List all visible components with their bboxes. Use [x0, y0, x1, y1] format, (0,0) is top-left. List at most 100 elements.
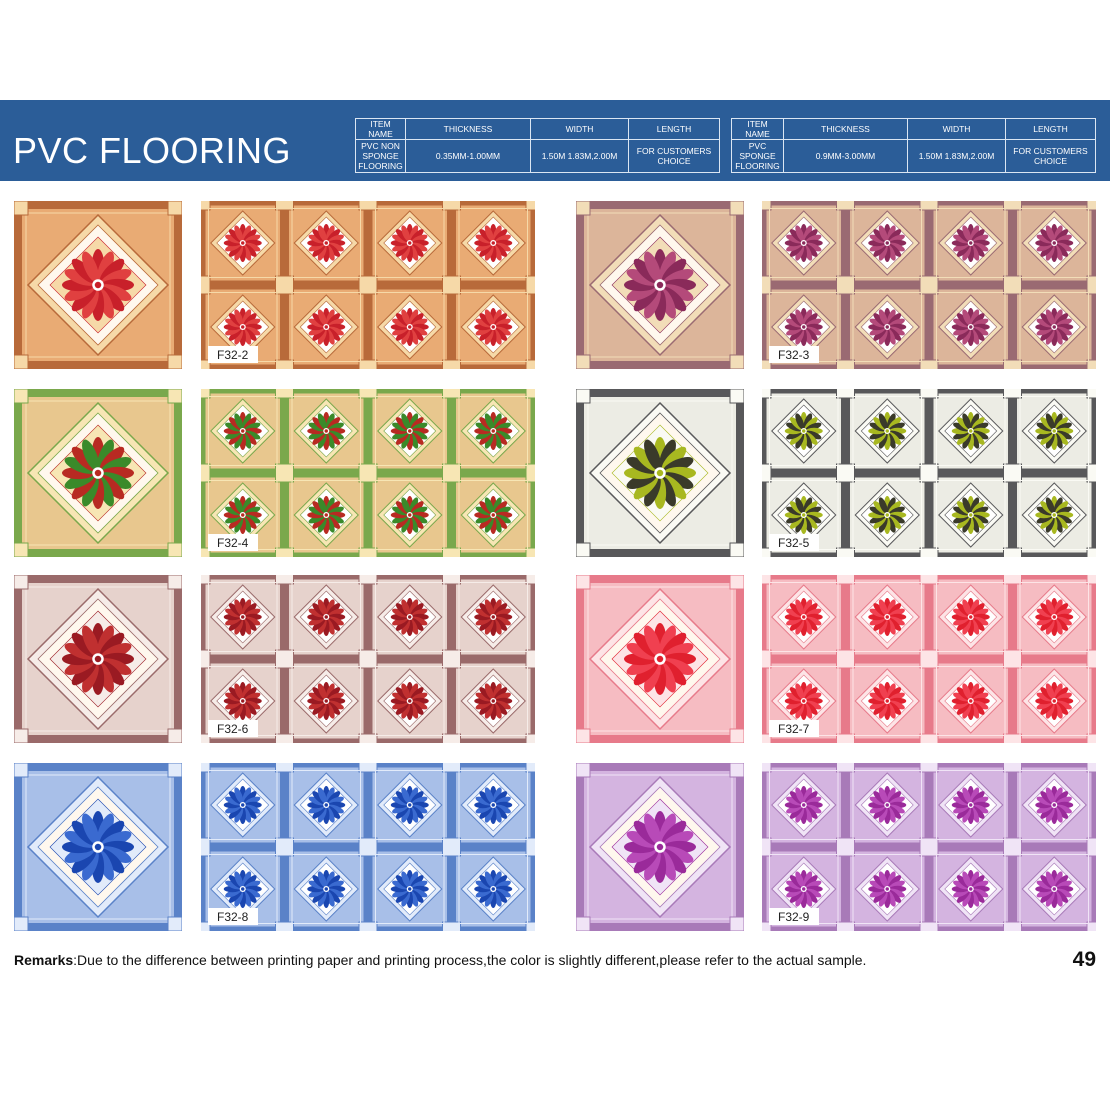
tile-code-label: F32-9 — [769, 908, 820, 925]
flower-motif — [784, 870, 823, 908]
flower-motif — [868, 224, 907, 262]
flower-motif — [951, 870, 990, 908]
pattern-cell — [769, 480, 839, 550]
flower-motif — [951, 786, 990, 824]
pattern-cell — [936, 582, 1006, 652]
flower-motif — [623, 249, 697, 321]
header-length: LENGTH — [1005, 118, 1096, 140]
cell-item-name: PVC SPONGE FLOORING — [731, 139, 784, 173]
pattern-cell — [458, 208, 528, 278]
pattern-cell — [291, 770, 361, 840]
remarks: Remarks:Due to the difference between pr… — [14, 952, 866, 968]
flower-motif — [307, 870, 346, 908]
corner-square — [576, 389, 591, 404]
header-thickness: THICKNESS — [783, 118, 908, 140]
pattern-cell — [1019, 582, 1089, 652]
flower-motif — [223, 598, 262, 636]
corner-square — [167, 763, 182, 778]
pattern-cell — [458, 666, 528, 736]
flower-motif — [474, 496, 513, 534]
corner-square — [576, 763, 591, 778]
flower-motif — [1035, 786, 1074, 824]
pattern-cell — [291, 480, 361, 550]
pattern-cell — [208, 208, 278, 278]
pattern-cell — [458, 396, 528, 466]
remarks-text: :Due to the difference between printing … — [73, 952, 867, 968]
tile-pattern-F32-5: F32-5 — [762, 389, 1096, 557]
flower-motif — [784, 224, 823, 262]
corner-square — [167, 354, 182, 369]
flower-motif — [307, 496, 346, 534]
tile-pattern-F32-3: F32-3 — [762, 201, 1096, 369]
corner-square — [729, 201, 744, 216]
flower-motif — [390, 598, 429, 636]
flower-motif — [223, 308, 262, 346]
pattern-cell — [1019, 480, 1089, 550]
pattern-cell — [291, 854, 361, 924]
pattern-cell — [208, 770, 278, 840]
header-length: LENGTH — [628, 118, 720, 140]
corner-square — [729, 354, 744, 369]
cell-thickness: 0.9MM-3.00MM — [783, 139, 908, 173]
flower-motif — [784, 598, 823, 636]
tile-single-F32-4 — [14, 389, 182, 557]
tile-code-label: F32-4 — [208, 534, 259, 551]
pattern-cell — [208, 854, 278, 924]
corner-square — [729, 542, 744, 557]
pattern-cell — [1019, 854, 1089, 924]
corner-square — [729, 763, 744, 778]
flower-motif — [868, 786, 907, 824]
tile-pattern-F32-7: F32-7 — [762, 575, 1096, 743]
flower-motif — [951, 682, 990, 720]
flower-motif — [61, 811, 135, 883]
corner-square — [14, 389, 29, 404]
pattern-cell — [458, 854, 528, 924]
pattern-cell — [852, 292, 922, 362]
spec-table-non-sponge: ITEM NAME THICKNESS WIDTH LENGTH PVC NON… — [355, 118, 720, 173]
tile-pattern-F32-2: F32-2 — [201, 201, 535, 369]
flower-motif — [868, 496, 907, 534]
header-item-name: ITEM NAME — [731, 118, 784, 140]
flower-motif — [1035, 598, 1074, 636]
cell-width: 1.50M 1.83M,2.00M — [530, 139, 629, 173]
page-number: 49 — [1072, 948, 1096, 971]
pattern-cell — [852, 396, 922, 466]
tile-single-F32-5 — [576, 389, 744, 557]
pattern-cell — [769, 854, 839, 924]
pattern-cell — [769, 396, 839, 466]
remarks-label: Remarks — [14, 952, 74, 968]
flower-motif — [61, 623, 135, 695]
corner-square — [729, 575, 744, 590]
flower-motif — [61, 249, 135, 321]
flower-motif — [868, 308, 907, 346]
corner-square — [729, 916, 744, 931]
tile-code-label: F32-5 — [769, 534, 820, 551]
corner-square — [14, 728, 29, 743]
corner-square — [576, 728, 591, 743]
pattern-cell — [769, 666, 839, 736]
pattern-cell — [458, 582, 528, 652]
flower-motif — [223, 682, 262, 720]
tile-pattern-F32-6: F32-6 — [201, 575, 535, 743]
pattern-cell — [375, 396, 445, 466]
flower-motif — [951, 224, 990, 262]
flower-motif — [223, 786, 262, 824]
flower-motif — [474, 870, 513, 908]
cell-width: 1.50M 1.83M,2.00M — [907, 139, 1006, 173]
flower-motif — [784, 496, 823, 534]
tile-single-F32-3 — [576, 201, 744, 369]
flower-motif — [784, 412, 823, 450]
pattern-cell — [852, 854, 922, 924]
corner-square — [167, 728, 182, 743]
pattern-cell — [936, 480, 1006, 550]
pattern-cell — [852, 666, 922, 736]
pattern-cell — [769, 582, 839, 652]
corner-square — [576, 575, 591, 590]
pattern-cell — [291, 292, 361, 362]
header-width: WIDTH — [530, 118, 629, 140]
pattern-cell — [208, 396, 278, 466]
pattern-cell — [936, 396, 1006, 466]
pattern-cell — [291, 396, 361, 466]
tile-code-label: F32-3 — [769, 346, 820, 363]
flower-motif — [1035, 412, 1074, 450]
